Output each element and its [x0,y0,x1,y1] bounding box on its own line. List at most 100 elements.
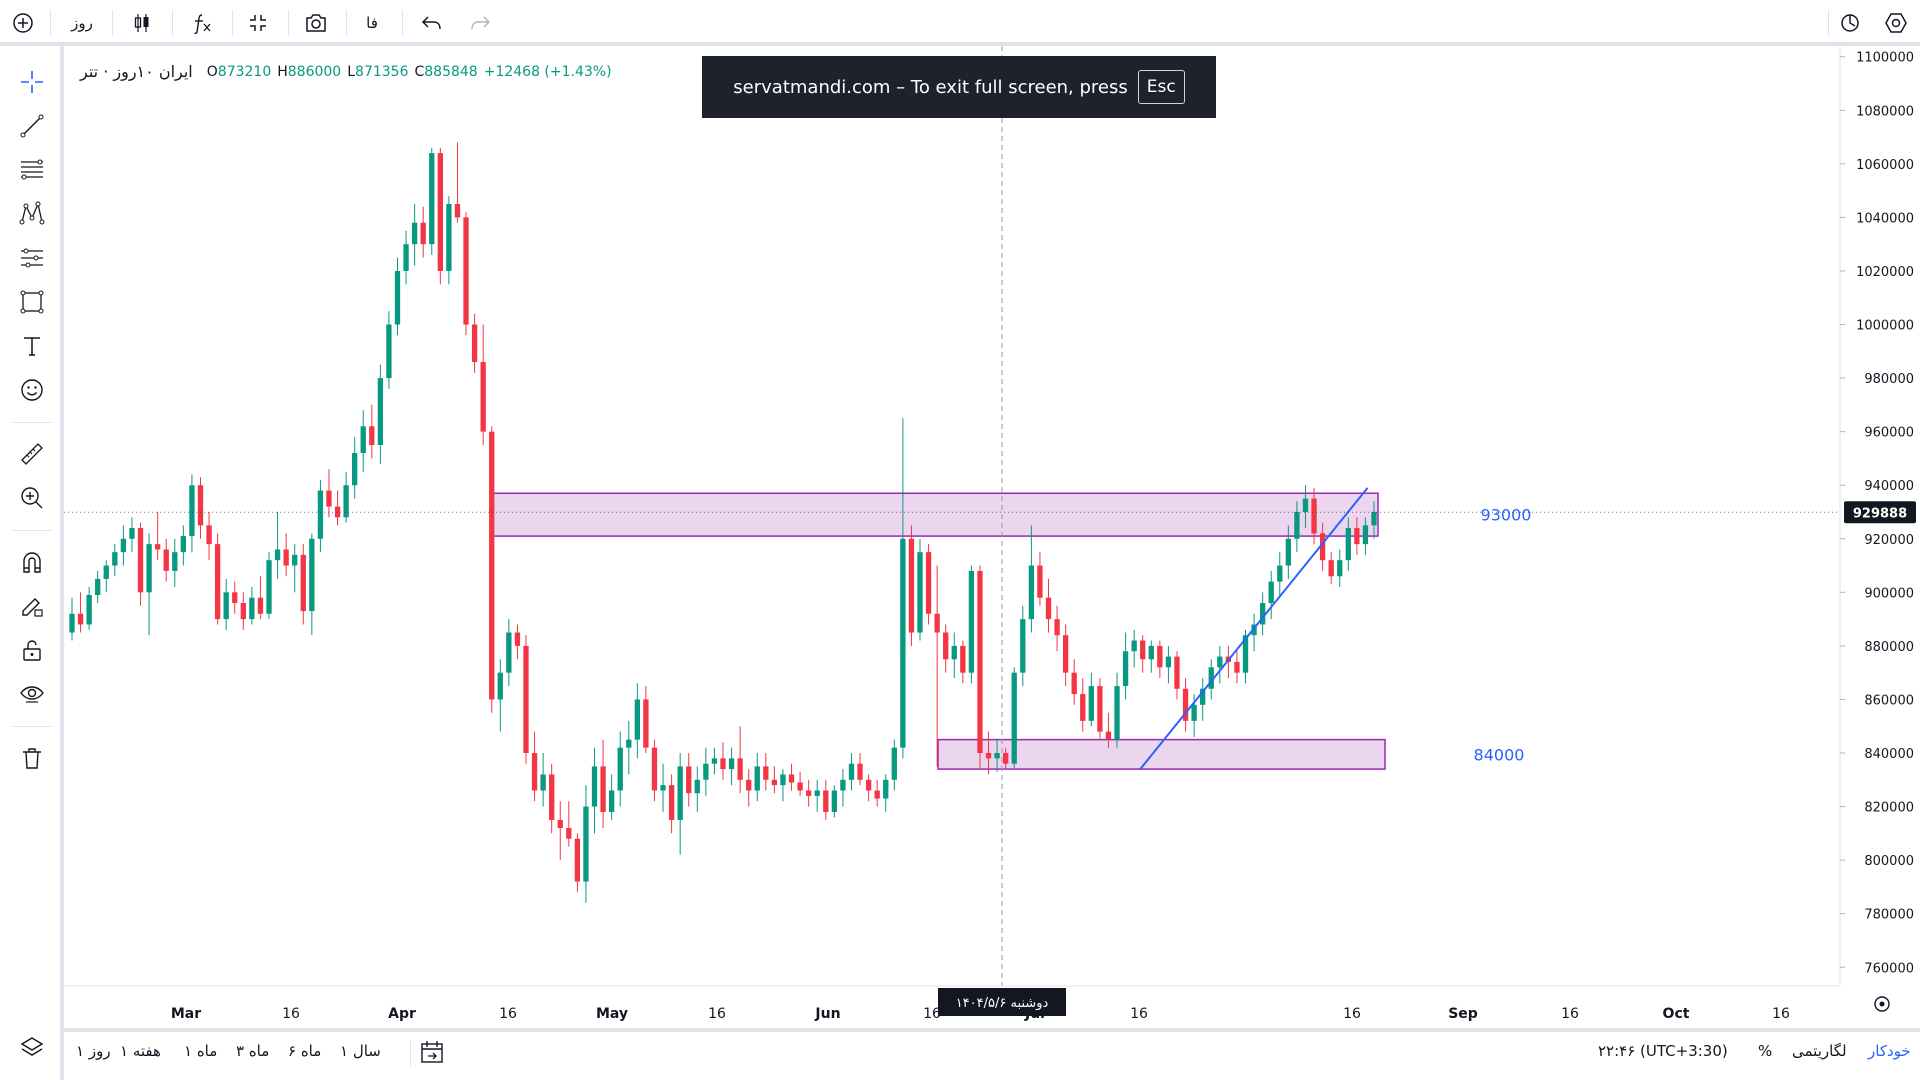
candle [1251,613,1257,652]
text-tool-icon[interactable] [14,328,50,364]
candle-body [146,544,152,593]
candles-icon[interactable] [124,8,160,38]
candle [694,766,700,812]
candle [1140,635,1146,673]
trend-line-icon[interactable] [14,108,50,144]
candle-body [489,431,495,700]
range-1y[interactable]: ۱ سال [340,1042,381,1060]
candle [814,779,820,812]
price-tick-label: 980000 [1864,372,1914,387]
candle [1003,747,1009,770]
layers-icon[interactable] [14,1030,50,1066]
range-1m[interactable]: ۱ ماه [184,1042,218,1060]
candle [806,779,812,807]
candle [506,619,512,687]
candle-body [711,758,718,764]
candle [1028,525,1035,633]
time-axis-settings-icon[interactable] [1874,996,1890,1012]
language-button[interactable]: فا [366,14,378,32]
stay-drawing-icon[interactable] [14,588,50,624]
auto-toggle[interactable]: خودکار [1868,1042,1911,1060]
candle-body [386,324,392,379]
lock-icon[interactable] [14,632,50,668]
candle-body [968,570,975,673]
forecast-tool-icon[interactable] [14,240,50,276]
quick-search-icon[interactable] [1832,8,1868,38]
range-3m[interactable]: ۳ ماه [236,1042,270,1060]
magnet-icon[interactable] [14,544,50,580]
candle-body [112,552,118,566]
candle [1011,667,1017,770]
candle [746,769,752,807]
candle [343,471,349,523]
redo-icon[interactable] [462,8,498,38]
candle [908,525,915,646]
candle-body [1362,525,1369,545]
interval-button[interactable]: روز [71,14,93,32]
emoji-tool-icon[interactable] [14,372,50,408]
range-1d[interactable]: ۱ روز [76,1042,111,1060]
undo-icon[interactable] [414,8,450,38]
candle-body [908,538,915,633]
price-tick-label: 920000 [1864,533,1914,548]
symbol-title[interactable]: ایران ۱۰روز · تتر [80,62,193,81]
candle [1217,645,1223,684]
candle [763,753,769,791]
candle-body [343,485,349,518]
candle-body [1097,686,1103,732]
camera-icon[interactable] [298,8,334,38]
crosshair-icon[interactable] [14,64,50,100]
ruler-icon[interactable] [14,436,50,472]
candle-body [591,766,598,807]
fib-tool-icon[interactable] [14,152,50,188]
candle [1088,672,1094,727]
candle [386,311,392,389]
range-6m[interactable]: ۶ ماه [288,1042,322,1060]
add-symbol-icon[interactable] [8,8,38,38]
candle [420,206,426,258]
exit-fullscreen-icon[interactable] [240,8,276,38]
trend-line[interactable] [1139,487,1369,770]
candle-body [951,645,957,660]
candle [1354,517,1360,555]
candle [566,801,572,847]
shapes-tool-icon[interactable] [14,284,50,320]
candles [69,142,1377,903]
zone-rect[interactable] [491,492,1379,537]
pattern-tool-icon[interactable] [14,196,50,232]
candle [874,779,880,807]
candle-body [1182,688,1189,721]
go-to-date-icon[interactable] [418,1038,446,1070]
indicators-icon[interactable] [184,8,220,38]
timezone-label[interactable]: ۲۲:۴۶ (UTC+3:30) [1598,1042,1728,1060]
candle [454,142,461,223]
candle-body [1037,565,1043,598]
candle-body [891,747,897,780]
candle [300,544,306,625]
candle [223,578,229,630]
low-label: L [347,63,356,80]
toolbar-divider [232,10,233,36]
eye-icon[interactable] [14,676,50,712]
price-tick-label: 760000 [1864,961,1914,976]
settings-icon[interactable] [1878,8,1914,38]
toolbar-divider [12,530,52,531]
price-axis[interactable]: 1100000 1080000 1060000 1040000 1020000 10000… [1839,46,1920,1028]
log-toggle[interactable]: لگاریتمی [1792,1042,1847,1060]
zone-label: 93000 [1481,506,1532,525]
percent-toggle[interactable]: % [1758,1042,1773,1060]
range-1w[interactable]: ۱ هفته [120,1042,161,1060]
candle [617,731,623,807]
candle [1302,485,1309,529]
candle-body [326,490,332,507]
zoom-in-icon[interactable] [14,480,50,516]
trash-icon[interactable] [14,740,50,776]
candle [437,147,443,285]
candle-body [1208,667,1214,689]
time-axis[interactable]: Mar16Apr16May16Jun16Jul1616Sep16Oct16دوش… [64,985,1890,1022]
candle-body [1217,656,1223,668]
candle [1157,640,1163,679]
change-value: +12468 (+1.43%) [483,63,612,80]
candle-body [394,270,401,325]
